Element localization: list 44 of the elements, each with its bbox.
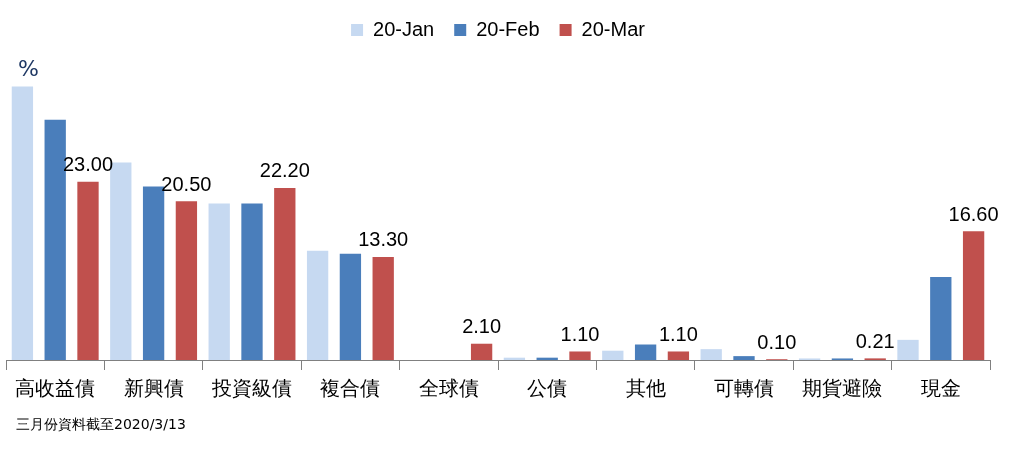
- data-label: 20.50: [161, 172, 212, 195]
- x-tick-label: 期貨避險: [802, 376, 883, 401]
- bar: [897, 339, 919, 360]
- legend-label: 20-Jan: [373, 17, 435, 40]
- bar: [44, 119, 66, 360]
- bar: [667, 351, 690, 360]
- data-label: 1.10: [560, 322, 600, 345]
- x-tick-label: 可轉債: [714, 376, 774, 401]
- bar: [274, 187, 296, 360]
- x-tick-label: 現金: [920, 376, 961, 401]
- data-label: 0.10: [757, 330, 797, 353]
- data-label: 22.20: [259, 159, 310, 182]
- bar: [569, 351, 591, 360]
- x-tick-label: 高收益債: [15, 376, 96, 401]
- bar: [11, 86, 34, 360]
- bar: [602, 350, 624, 360]
- text: 三月份資料截至2020/3/13: [16, 416, 186, 434]
- bar: [700, 349, 722, 360]
- legend-label: 20-Feb: [476, 17, 540, 40]
- bar: [241, 203, 263, 360]
- data-label: 1.10: [658, 322, 698, 345]
- data-label: 13.30: [358, 228, 409, 251]
- bar: [962, 231, 985, 360]
- y-axis-title: %: [18, 56, 39, 81]
- bar: [470, 343, 493, 360]
- data-label: 16.60: [948, 202, 999, 225]
- bar: [306, 250, 329, 360]
- x-tick-label: 投資級債: [211, 376, 292, 401]
- bar: [77, 181, 99, 360]
- data-label: 2.10: [462, 315, 502, 338]
- x-tick-label: 公債: [527, 376, 568, 401]
- bar: [372, 256, 394, 360]
- x-tick-label: 新興債: [123, 376, 184, 401]
- bar: [339, 253, 362, 360]
- data-label: 0.21: [855, 329, 895, 352]
- bar: [930, 277, 952, 360]
- x-tick-label: 複合債: [320, 376, 381, 401]
- bar: [208, 203, 230, 360]
- x-tick-label: 其他: [625, 376, 666, 401]
- bar: [175, 201, 198, 360]
- bar: [733, 356, 755, 360]
- bar: [634, 344, 657, 360]
- x-tick-label: 全球債: [418, 376, 479, 401]
- legend-label: 20-Mar: [581, 17, 646, 40]
